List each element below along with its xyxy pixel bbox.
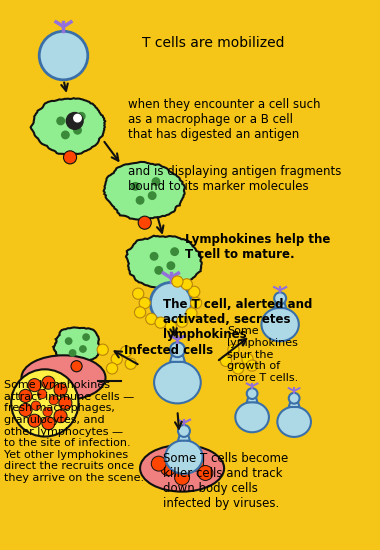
Circle shape	[139, 298, 150, 309]
Circle shape	[175, 470, 190, 485]
Circle shape	[133, 288, 144, 299]
Circle shape	[28, 414, 41, 427]
Circle shape	[71, 361, 82, 372]
Polygon shape	[170, 353, 185, 362]
Circle shape	[54, 383, 67, 396]
Polygon shape	[126, 236, 202, 289]
Ellipse shape	[165, 441, 203, 474]
Circle shape	[170, 342, 185, 357]
Circle shape	[42, 376, 55, 389]
Circle shape	[178, 425, 190, 437]
Circle shape	[74, 114, 81, 122]
Text: when they encounter a cell such
as a macrophage or a B cell
that has digested an: when they encounter a cell such as a mac…	[128, 98, 320, 141]
Circle shape	[188, 456, 204, 471]
Polygon shape	[274, 301, 286, 308]
Circle shape	[136, 196, 144, 204]
Circle shape	[59, 397, 72, 409]
Circle shape	[167, 262, 175, 270]
Circle shape	[289, 393, 299, 404]
Text: Some T cells become
killer cells and track
down body cells
infected by viruses.: Some T cells become killer cells and tra…	[163, 452, 288, 510]
Circle shape	[28, 378, 41, 392]
Circle shape	[49, 395, 59, 405]
Text: Infected cells: Infected cells	[124, 344, 213, 358]
Circle shape	[63, 151, 77, 164]
Circle shape	[228, 344, 239, 355]
Circle shape	[131, 183, 139, 190]
Ellipse shape	[140, 445, 224, 492]
Text: The T cell, alerted and
activated, secretes
lymphokines: The T cell, alerted and activated, secre…	[163, 298, 313, 341]
Text: and is displaying antigen fragments
bound to its marker molecules: and is displaying antigen fragments boun…	[128, 164, 341, 192]
Circle shape	[190, 298, 202, 309]
Ellipse shape	[154, 361, 201, 403]
Circle shape	[161, 461, 176, 476]
Text: Lymphokines help the
T cell to mature.: Lymphokines help the T cell to mature.	[185, 233, 330, 261]
Circle shape	[146, 314, 157, 324]
Circle shape	[242, 354, 253, 365]
Circle shape	[150, 252, 158, 260]
Text: Some
lymphokines
spur the
growth of
more T cells.: Some lymphokines spur the growth of more…	[227, 326, 298, 383]
Circle shape	[274, 293, 286, 304]
Circle shape	[11, 369, 78, 437]
Ellipse shape	[22, 355, 106, 400]
Circle shape	[188, 286, 200, 298]
Circle shape	[37, 389, 47, 399]
Circle shape	[179, 447, 194, 462]
Circle shape	[74, 126, 81, 134]
Polygon shape	[31, 98, 105, 155]
Circle shape	[70, 350, 76, 356]
Circle shape	[39, 31, 88, 80]
Circle shape	[135, 307, 146, 318]
Ellipse shape	[261, 307, 299, 342]
Circle shape	[57, 117, 65, 125]
Circle shape	[42, 416, 55, 430]
Circle shape	[83, 334, 89, 340]
Circle shape	[138, 216, 151, 229]
Circle shape	[181, 279, 192, 290]
Polygon shape	[53, 327, 100, 363]
Polygon shape	[178, 433, 190, 441]
Circle shape	[186, 307, 197, 319]
Polygon shape	[289, 400, 299, 407]
Circle shape	[62, 131, 69, 139]
Circle shape	[43, 407, 52, 416]
Circle shape	[233, 363, 244, 374]
Circle shape	[171, 248, 178, 255]
Circle shape	[111, 354, 122, 365]
Polygon shape	[104, 162, 185, 219]
Circle shape	[152, 178, 160, 185]
Circle shape	[78, 113, 85, 120]
Circle shape	[65, 338, 72, 344]
Circle shape	[31, 401, 41, 410]
Circle shape	[19, 403, 32, 416]
Circle shape	[120, 346, 131, 357]
Text: Some lymphokines
attract immune cells —
fresh macrophages,
granulocytes, and
oth: Some lymphokines attract immune cells — …	[3, 380, 144, 483]
Circle shape	[150, 283, 192, 323]
Circle shape	[155, 317, 166, 328]
Circle shape	[157, 284, 170, 298]
Polygon shape	[247, 395, 258, 403]
Circle shape	[198, 465, 213, 481]
Circle shape	[97, 344, 108, 355]
Circle shape	[125, 358, 136, 369]
Ellipse shape	[277, 406, 311, 437]
Circle shape	[80, 346, 86, 352]
Circle shape	[19, 389, 32, 403]
Circle shape	[165, 321, 176, 332]
Circle shape	[247, 388, 258, 399]
Circle shape	[66, 113, 83, 129]
Circle shape	[155, 267, 163, 274]
Circle shape	[106, 363, 118, 374]
Circle shape	[220, 355, 231, 366]
Circle shape	[54, 410, 67, 422]
Circle shape	[151, 456, 166, 471]
Ellipse shape	[235, 402, 269, 432]
Circle shape	[176, 316, 188, 327]
Circle shape	[247, 360, 258, 371]
Text: T cells are mobilized: T cells are mobilized	[142, 36, 285, 50]
Circle shape	[172, 276, 183, 287]
Circle shape	[149, 192, 156, 199]
